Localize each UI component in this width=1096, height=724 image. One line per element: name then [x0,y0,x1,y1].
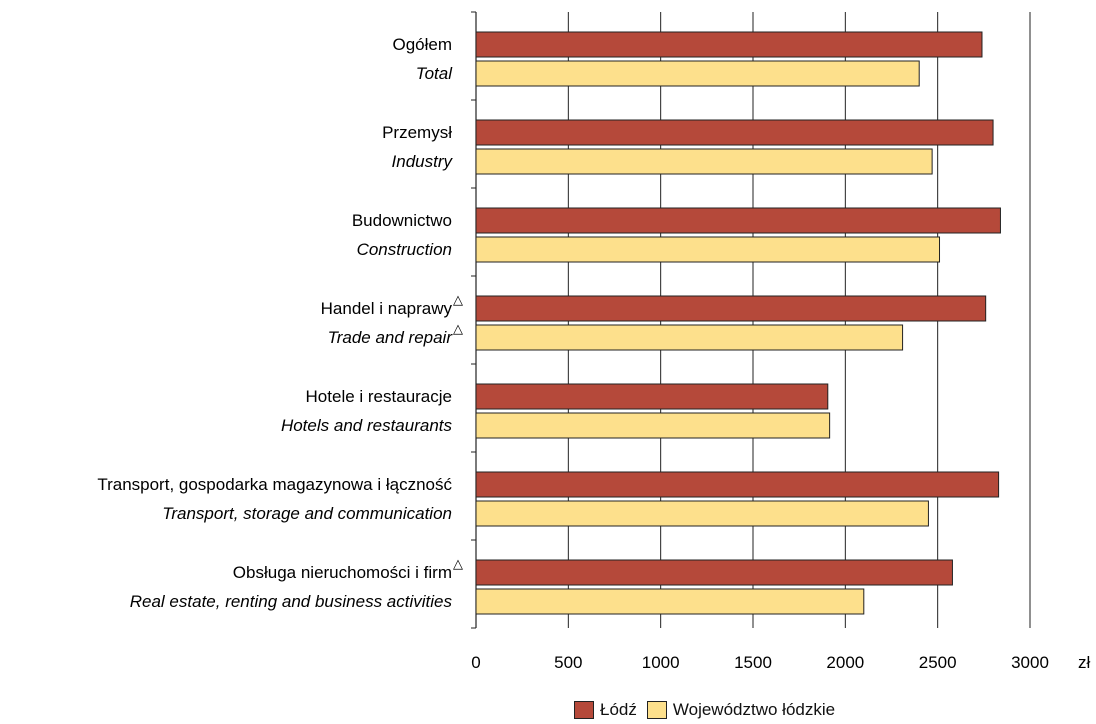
category-label-en: Total [416,64,453,83]
legend-label-lodz: Łódź [600,700,637,719]
legend-swatch-wojewodztwo [646,701,667,719]
legend: Łódź Województwo łódzkie [574,700,835,720]
bar-wojewodztwo-6 [475,588,865,615]
legend-item-lodz: Łódź [574,700,637,720]
bar-wojewodztwo-4 [475,412,831,439]
category-label-en: Trade and repair [328,328,454,347]
category-label-pl: Obsługa nieruchomości i firm [233,563,452,582]
legend-item-wojewodztwo: Województwo łódzkie [646,700,836,720]
bar-wojewodztwo-2 [475,236,941,263]
x-tick-label: 1500 [734,653,772,672]
bar-lodz-1 [475,119,994,146]
category-label-pl: Hotele i restauracje [306,387,452,406]
bar-lodz-0 [475,31,983,58]
x-tick-label: 2500 [919,653,957,672]
footnote-marker: △ [453,556,463,571]
bar-lodz-3 [475,295,987,322]
category-label-pl: Ogółem [392,35,452,54]
x-tick-label: 2000 [826,653,864,672]
bar-wojewodztwo-5 [475,500,929,527]
bar-wojewodztwo-0 [475,60,920,87]
category-label-pl: Budownictwo [352,211,452,230]
bar-wojewodztwo-3 [475,324,904,351]
x-tick-label: 3000 [1011,653,1049,672]
category-label-pl: Przemysł [382,123,452,142]
bar-lodz-5 [475,471,1000,498]
bar-lodz-2 [475,207,1001,234]
category-label-pl: Handel i naprawy [321,299,453,318]
footnote-marker: △ [453,292,463,307]
category-label-en: Hotels and restaurants [281,416,453,435]
category-label-en: Industry [392,152,454,171]
footnote-marker: △ [453,321,463,336]
bar-chart: 0 500 1000 1500 2000 2500 3000 zł Ogółem Total Prz… [97,11,1091,672]
bar-lodz-4 [475,383,829,410]
bar-lodz-6 [475,559,953,586]
category-label-pl: Transport, gospodarka magazynowa i łączn… [97,475,452,494]
x-tick-label: 1000 [642,653,680,672]
category-label-en: Transport, storage and communication [162,504,452,523]
category-label-en: Construction [357,240,452,259]
legend-swatch-lodz [574,701,594,719]
x-unit-label: zł [1078,653,1091,672]
legend-label-wojewodztwo: Województwo łódzkie [672,700,836,719]
x-tick-label: 0 [471,653,480,672]
bar-wojewodztwo-1 [475,148,933,175]
category-label-en: Real estate, renting and business activi… [130,592,453,611]
x-tick-label: 500 [554,653,582,672]
